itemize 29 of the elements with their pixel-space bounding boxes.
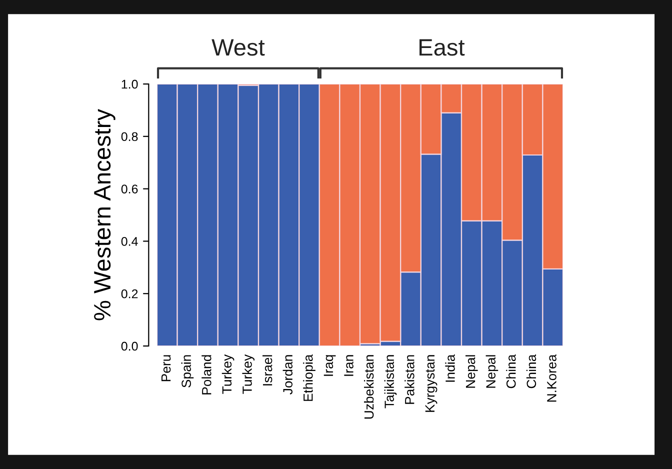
x-tick-label: N.Korea: [547, 354, 556, 402]
x-tick-label: Uzbekistan: [364, 355, 374, 419]
x-tick-label: India: [445, 354, 455, 382]
y-axis-title: % Western Ancestry: [94, 108, 116, 320]
x-tick-label: Peru: [161, 355, 171, 382]
text: West: [212, 39, 265, 56]
x-tick-label: Turkey: [242, 354, 254, 394]
x-tick-label: China: [526, 354, 536, 388]
x-tick-label: Nepal: [486, 355, 498, 388]
x-tick-label: Pakistan: [404, 355, 414, 404]
x-tick-label: Poland: [202, 355, 212, 394]
x-tick-label: Tajikistan: [384, 355, 397, 408]
x-tick-label: Iraq: [324, 355, 336, 376]
x-tick-label: Spain: [181, 355, 194, 388]
x-tick-label: Jordan: [282, 355, 292, 394]
y-tick-label: 0.2: [121, 289, 138, 298]
y-tick-label: 0.8: [121, 132, 138, 142]
y-tick-label: 0.4: [121, 237, 138, 246]
y-tick-label: 1.0: [122, 80, 138, 89]
x-tick-label: Nepal: [466, 355, 478, 388]
y-tick-label: 0.6: [121, 184, 138, 194]
x-tick-label: Kyrgystan: [425, 355, 438, 412]
text: East: [420, 39, 465, 56]
x-tick-label: Turkey: [222, 354, 234, 394]
x-tick-label: Ethiopia: [303, 354, 316, 401]
x-tick-label: Iran: [344, 355, 354, 376]
y-tick-label: 0.0: [121, 342, 138, 351]
x-tick-label: China: [506, 354, 516, 388]
x-tick-label: Israel: [262, 355, 272, 386]
